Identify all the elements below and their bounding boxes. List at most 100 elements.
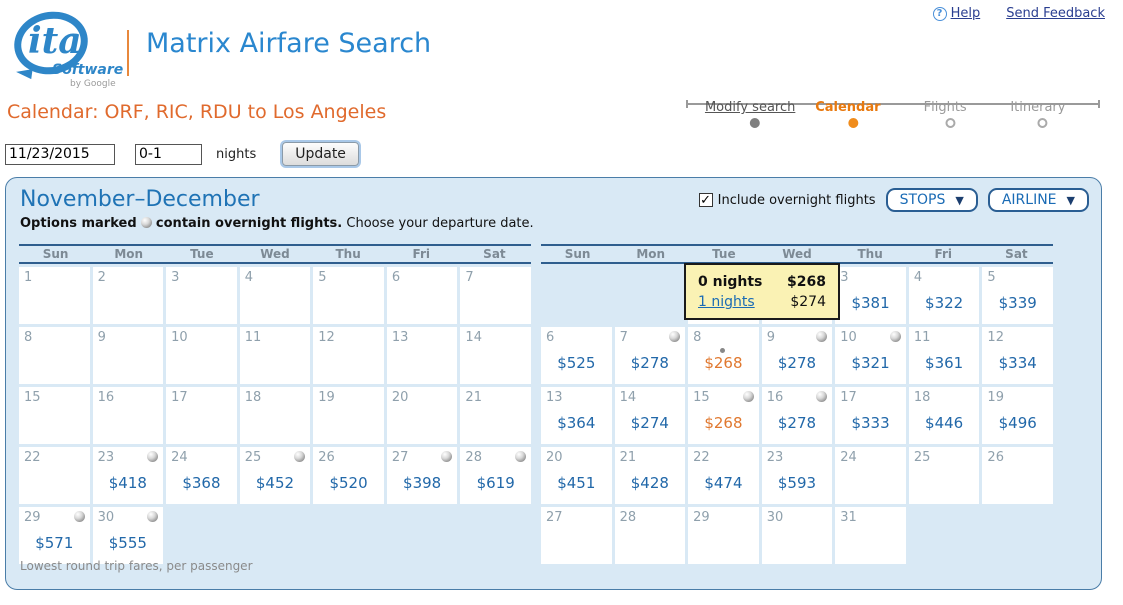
fare-link[interactable]: $368 bbox=[182, 474, 221, 492]
step-dot bbox=[750, 118, 761, 128]
calendar-cell-december-3[interactable]: 3 $381 bbox=[835, 267, 906, 324]
airline-dropdown-button[interactable]: AIRLINE ▼ bbox=[987, 188, 1089, 212]
day-number: 4 bbox=[913, 270, 923, 285]
fare-link[interactable]: $428 bbox=[630, 474, 669, 492]
calendar-cell-december-8[interactable]: 8 $268 bbox=[688, 327, 759, 384]
fare-link[interactable]: $268 bbox=[704, 354, 743, 372]
calendar-cell-november-24[interactable]: 24 $368 bbox=[166, 447, 237, 504]
calendar-cell-november-28[interactable]: 28 $619 bbox=[460, 447, 531, 504]
calendar-cell-december-20[interactable]: 20 $451 bbox=[541, 447, 612, 504]
calendar-cell-december-21[interactable]: 21 $428 bbox=[614, 447, 686, 504]
help-icon[interactable]: ? bbox=[932, 6, 947, 21]
ita-software-logo: ita Software by Google bbox=[8, 4, 123, 92]
step-modify-search[interactable]: Modify search bbox=[704, 97, 796, 128]
fare-link[interactable]: $446 bbox=[925, 414, 964, 432]
send-feedback-link[interactable]: Send Feedback bbox=[1006, 6, 1105, 21]
calendar-cell-december-12[interactable]: 12 $334 bbox=[982, 327, 1053, 384]
fare-link[interactable]: $520 bbox=[329, 474, 368, 492]
fare-link[interactable]: $496 bbox=[998, 414, 1037, 432]
weekday-label: Wed bbox=[260, 247, 290, 261]
step-calendar: Calendar bbox=[815, 97, 881, 128]
calendar-cell-december-10[interactable]: 10 $321 bbox=[835, 327, 906, 384]
step-label[interactable]: Modify search bbox=[704, 100, 796, 115]
calendar-cell-december-26: 26 bbox=[982, 447, 1053, 504]
calendar-blank bbox=[240, 507, 311, 564]
calendar-cell-december-11[interactable]: 11 $361 bbox=[908, 327, 980, 384]
overnight-legend: Options marked contain overnight flights… bbox=[20, 216, 534, 231]
overnight-icon bbox=[514, 451, 526, 462]
calendar-cell-december-5[interactable]: 5 $339 bbox=[982, 267, 1053, 324]
calendar-cell-november-25[interactable]: 25 $452 bbox=[239, 447, 311, 504]
calendar-cell-december-27: 27 bbox=[541, 507, 612, 564]
calendar-blank bbox=[387, 507, 458, 564]
fare-link[interactable]: $278 bbox=[777, 414, 817, 432]
calendar-cell-december-19[interactable]: 19 $496 bbox=[982, 387, 1053, 444]
calendar-cell-december-4[interactable]: 4 $322 bbox=[908, 267, 980, 324]
calendar-cell-november-23[interactable]: 23 $418 bbox=[92, 447, 164, 504]
fare-link[interactable]: $555 bbox=[108, 534, 147, 552]
calendar-cell-november-4: 4 bbox=[239, 267, 311, 324]
calendar-cell-november-26[interactable]: 26 $520 bbox=[313, 447, 384, 504]
logo-airplane-icon bbox=[15, 66, 33, 80]
fare-link[interactable]: $321 bbox=[851, 354, 890, 372]
calendar-cell-november-19: 19 bbox=[313, 387, 384, 444]
fare-link[interactable]: $398 bbox=[403, 474, 442, 492]
fare-link[interactable]: $334 bbox=[998, 354, 1037, 372]
fare-link[interactable]: $381 bbox=[851, 294, 890, 312]
weekday-label: Thu bbox=[857, 247, 883, 261]
fare-link[interactable]: $593 bbox=[777, 474, 817, 492]
fare-link[interactable]: $451 bbox=[557, 474, 596, 492]
nights-range-input[interactable] bbox=[135, 143, 202, 165]
calendar-cell-november-30[interactable]: 30 $555 bbox=[92, 507, 164, 564]
calendar-cell-december-9[interactable]: 9 $278 bbox=[761, 327, 833, 384]
calendar-cell-december-13[interactable]: 13 $364 bbox=[541, 387, 612, 444]
fare-link[interactable]: $474 bbox=[704, 474, 743, 492]
weekday-label: Thu bbox=[335, 247, 361, 261]
calendar-cell-december-15[interactable]: 15 $268 bbox=[688, 387, 759, 444]
weekday-label: Mon bbox=[636, 247, 666, 261]
stops-dropdown-button[interactable]: STOPS ▼ bbox=[885, 188, 978, 212]
day-number: 11 bbox=[244, 330, 262, 345]
calendar-cell-november-3: 3 bbox=[166, 267, 237, 324]
help-link[interactable]: Help bbox=[950, 6, 981, 21]
fare-link[interactable]: $619 bbox=[476, 474, 515, 492]
day-number: 8 bbox=[24, 330, 33, 345]
top-links: ? Help Send Feedback bbox=[932, 6, 1105, 21]
calendar-cell-december-22[interactable]: 22 $474 bbox=[688, 447, 759, 504]
fare-link[interactable]: $278 bbox=[630, 354, 669, 372]
calendar-cell-december-6[interactable]: 6 $525 bbox=[541, 327, 612, 384]
fare-link[interactable]: $525 bbox=[557, 354, 596, 372]
calendar-cell-november-9: 9 bbox=[92, 327, 164, 384]
calendar-cell-december-16[interactable]: 16 $278 bbox=[761, 387, 833, 444]
departure-date-input[interactable] bbox=[5, 143, 115, 165]
calendar-cell-december-30: 30 bbox=[761, 507, 833, 564]
calendar-cell-december-14[interactable]: 14 $274 bbox=[614, 387, 686, 444]
calendar-cell-december-17[interactable]: 17 $333 bbox=[835, 387, 906, 444]
day-number: 13 bbox=[546, 390, 563, 405]
fare-link[interactable]: $278 bbox=[777, 354, 817, 372]
calendar-cell-november-29[interactable]: 29 $571 bbox=[19, 507, 90, 564]
fare-link[interactable]: $361 bbox=[925, 354, 964, 372]
fare-link[interactable]: $333 bbox=[851, 414, 890, 432]
calendar-cell-december-18[interactable]: 18 $446 bbox=[908, 387, 980, 444]
step-label: Itinerary bbox=[1010, 100, 1066, 115]
update-button[interactable]: Update bbox=[282, 142, 359, 166]
fare-link[interactable]: $322 bbox=[925, 294, 964, 312]
fare-link[interactable]: $418 bbox=[108, 474, 147, 492]
calendar-cell-november-27[interactable]: 27 $398 bbox=[386, 447, 458, 504]
tooltip-nights-link[interactable]: 1 nights bbox=[698, 294, 755, 310]
weekday-header-row: Sun Mon Tue Wed Thu Fri Sat bbox=[541, 244, 1053, 264]
calendar-grid: 1 2 3 4 5 6 7 8 9 10 11 12 13 14 15 16 17 18 19 20 21 22 23 $41… bbox=[19, 267, 531, 564]
tooltip-nights-label: 0 nights bbox=[698, 274, 763, 290]
checkbox-check-icon[interactable]: ✓ bbox=[698, 192, 713, 208]
fare-link[interactable]: $452 bbox=[255, 474, 295, 492]
fare-link[interactable]: $364 bbox=[557, 414, 596, 432]
calendar-cell-december-23[interactable]: 23 $593 bbox=[761, 447, 833, 504]
step-flights: Flights bbox=[924, 97, 967, 128]
include-overnight-checkbox[interactable]: ✓ Include overnight flights bbox=[698, 192, 876, 208]
fare-link[interactable]: $274 bbox=[630, 414, 669, 432]
fare-link[interactable]: $571 bbox=[35, 534, 74, 552]
fare-link[interactable]: $339 bbox=[998, 294, 1037, 312]
calendar-cell-december-7[interactable]: 7 $278 bbox=[614, 327, 686, 384]
fare-link[interactable]: $268 bbox=[704, 414, 743, 432]
